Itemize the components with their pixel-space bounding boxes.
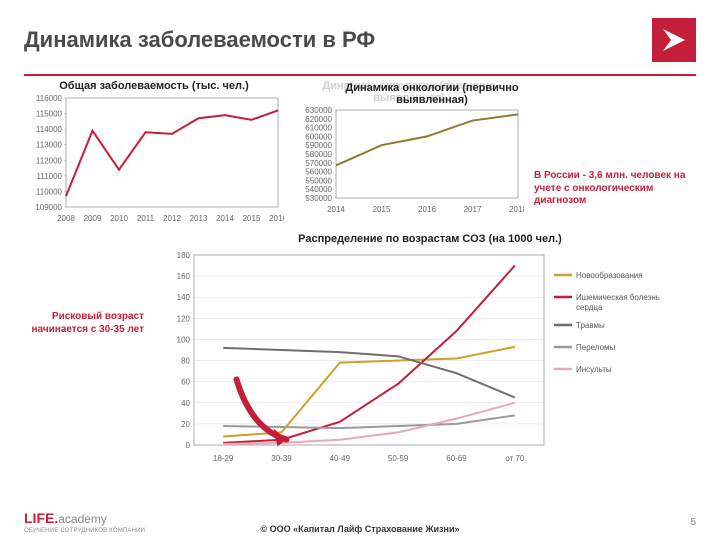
svg-text:0: 0	[186, 441, 191, 450]
svg-text:620000: 620000	[305, 115, 332, 124]
chart-oncology-dynamics: Динамика онкологии (первично выявленная)…	[294, 80, 524, 227]
svg-text:Инсульты: Инсульты	[576, 365, 612, 374]
svg-text:580000: 580000	[305, 150, 332, 159]
svg-text:180: 180	[177, 251, 191, 260]
logo-tagline: ОБУЧЕНИЕ СОТРУДНИКОВ КОМПАНИИ	[24, 528, 145, 534]
svg-text:140: 140	[177, 293, 191, 302]
svg-text:610000: 610000	[305, 124, 332, 133]
svg-text:110000: 110000	[36, 187, 63, 196]
svg-text:114000: 114000	[36, 125, 63, 134]
footer-logo: LIFE.academy ОБУЧЕНИЕ СОТРУДНИКОВ КОМПАН…	[24, 510, 145, 534]
chart-total-morbidity: Общая заболеваемость (тыс. чел.) 1090001…	[24, 80, 284, 227]
svg-text:2012: 2012	[163, 214, 181, 223]
svg-text:2016: 2016	[418, 205, 436, 214]
svg-text:Новообразования: Новообразования	[576, 271, 643, 280]
svg-text:2015: 2015	[243, 214, 261, 223]
svg-text:116000: 116000	[36, 94, 63, 103]
svg-text:113000: 113000	[36, 141, 63, 150]
svg-text:630000: 630000	[305, 106, 332, 115]
svg-text:2009: 2009	[84, 214, 102, 223]
svg-text:50-59: 50-59	[388, 454, 409, 463]
svg-text:2011: 2011	[137, 214, 155, 223]
chart3-svg: 0 20 40 60 80 100 120 140 160 180 18-29 30-39 40-49 5…	[164, 247, 684, 467]
svg-text:600000: 600000	[305, 132, 332, 141]
svg-text:160: 160	[177, 272, 191, 281]
svg-text:2016: 2016	[269, 214, 284, 223]
svg-text:18-29: 18-29	[213, 454, 234, 463]
brand-logo-icon	[652, 18, 696, 62]
svg-text:20: 20	[181, 420, 190, 429]
svg-text:60: 60	[181, 378, 190, 387]
svg-text:от 70: от 70	[505, 454, 525, 463]
svg-text:2017: 2017	[464, 205, 482, 214]
svg-text:111000: 111000	[36, 172, 62, 181]
svg-text:100: 100	[177, 335, 191, 344]
svg-text:2013: 2013	[190, 214, 208, 223]
copyright: © ООО «Капитал Лайф Страхование Жизни»	[261, 524, 460, 534]
svg-text:112000: 112000	[36, 156, 63, 165]
svg-text:Травмы: Травмы	[576, 321, 605, 330]
svg-text:109000: 109000	[35, 203, 62, 212]
chart1-title: Общая заболеваемость (тыс. чел.)	[24, 80, 284, 92]
svg-text:115000: 115000	[36, 110, 63, 119]
logo-text: LIFE	[24, 510, 54, 526]
svg-text:560000: 560000	[305, 168, 332, 177]
risk-age-note: Рисковый возраст начинается с 30-35 лет	[24, 311, 144, 336]
oncology-note: В России - 3,6 млн. человек на учете с о…	[534, 170, 694, 208]
svg-text:30-39: 30-39	[271, 454, 292, 463]
svg-text:2018: 2018	[509, 205, 524, 214]
chart1-svg: 109000 110000 111000 112000 113000 114000 1150…	[24, 92, 284, 227]
svg-text:2008: 2008	[57, 214, 75, 223]
svg-text:540000: 540000	[305, 185, 332, 194]
svg-text:120: 120	[177, 314, 191, 323]
svg-text:530000: 530000	[305, 194, 332, 203]
svg-text:590000: 590000	[305, 141, 332, 150]
svg-text:Ишемическая болезньсердца: Ишемическая болезньсердца	[576, 293, 660, 312]
page-title: Динамика заболеваемости в РФ	[24, 27, 375, 53]
svg-text:2014: 2014	[216, 214, 234, 223]
svg-text:2010: 2010	[110, 214, 128, 223]
logo-suffix: academy	[58, 512, 107, 526]
svg-text:Переломы: Переломы	[576, 343, 616, 352]
svg-text:570000: 570000	[305, 159, 332, 168]
chart2-svg: 5300005400005500005600005700005800005900…	[294, 106, 524, 216]
svg-text:2014: 2014	[327, 205, 345, 214]
svg-text:40-49: 40-49	[330, 454, 351, 463]
svg-text:80: 80	[181, 357, 190, 366]
page-number: 5	[690, 517, 696, 528]
svg-text:60-69: 60-69	[446, 454, 467, 463]
svg-text:550000: 550000	[305, 176, 332, 185]
chart3-title: Распределение по возрастам СОЗ (на 1000 …	[164, 233, 696, 245]
svg-text:40: 40	[181, 399, 190, 408]
chart2-title: Динамика онкологии (первично выявленная)	[320, 82, 544, 106]
svg-text:2015: 2015	[373, 205, 391, 214]
